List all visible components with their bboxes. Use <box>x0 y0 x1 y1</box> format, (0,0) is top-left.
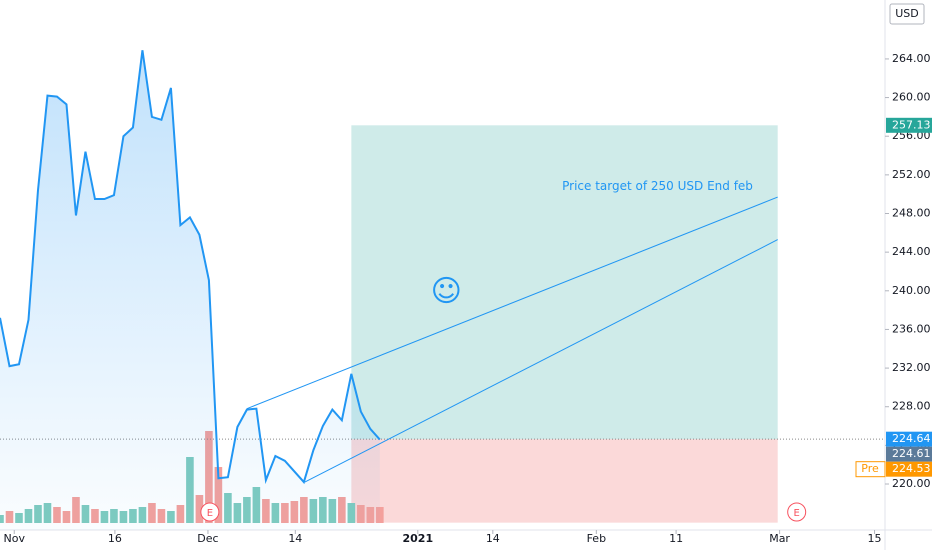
x-tick-label: 16 <box>108 532 122 545</box>
price-tag-text: 257.13 <box>892 118 931 131</box>
price-line <box>0 50 381 485</box>
price-tag <box>886 431 932 447</box>
x-tick-label: 2021 <box>402 532 433 545</box>
x-tick-label: Mar <box>769 532 790 545</box>
y-tick-label: 260.00 <box>892 91 931 104</box>
x-tick-label: 15 <box>868 532 882 545</box>
plot: Price target of 250 USD End feb ☺ E E <box>0 50 885 530</box>
price-tag-prefix-text: Pre <box>861 462 879 475</box>
stop-zone <box>351 439 778 523</box>
y-tick-label: 248.00 <box>892 207 931 220</box>
currency: USD <box>895 7 919 20</box>
y-tick-label: 228.00 <box>892 400 931 413</box>
y-tick-label: 244.00 <box>892 245 931 258</box>
price-tag <box>886 117 932 133</box>
y-tick-label: 232.00 <box>892 361 931 374</box>
y-tick-label: 220.00 <box>892 477 931 490</box>
y-tick-label: 240.00 <box>892 284 931 297</box>
price-area <box>0 50 380 530</box>
x-tick-label: Feb <box>587 532 606 545</box>
trend-line <box>246 196 778 410</box>
y-tick-label: 264.00 <box>892 52 931 65</box>
emoji: ☺ <box>431 274 462 309</box>
annotation: Price target of 250 USD End feb <box>562 179 753 193</box>
x-tick-label: Dec <box>197 532 218 545</box>
earnings-label: E <box>207 508 213 519</box>
earnings-marker <box>787 502 807 522</box>
trend-line <box>304 239 778 483</box>
price-tag <box>886 446 932 462</box>
x-tick-label: 14 <box>486 532 500 545</box>
x-tick-label: 11 <box>669 532 683 545</box>
price-tag-prefix <box>855 461 886 478</box>
price-tag-text: 224.61 <box>892 447 931 460</box>
y-tick-label: 236.00 <box>892 322 931 335</box>
price-tag-text: 224.64 <box>892 432 931 445</box>
earnings-label: E <box>794 508 800 519</box>
price-tag <box>886 461 932 477</box>
price-tag-text: 224.53 <box>892 462 931 475</box>
x-tick-label: 14 <box>288 532 302 545</box>
earnings-marker <box>200 502 220 522</box>
x-tick-label: Nov <box>4 532 26 545</box>
y-tick-label: 252.00 <box>892 168 931 181</box>
currency-box[interactable] <box>889 3 925 25</box>
